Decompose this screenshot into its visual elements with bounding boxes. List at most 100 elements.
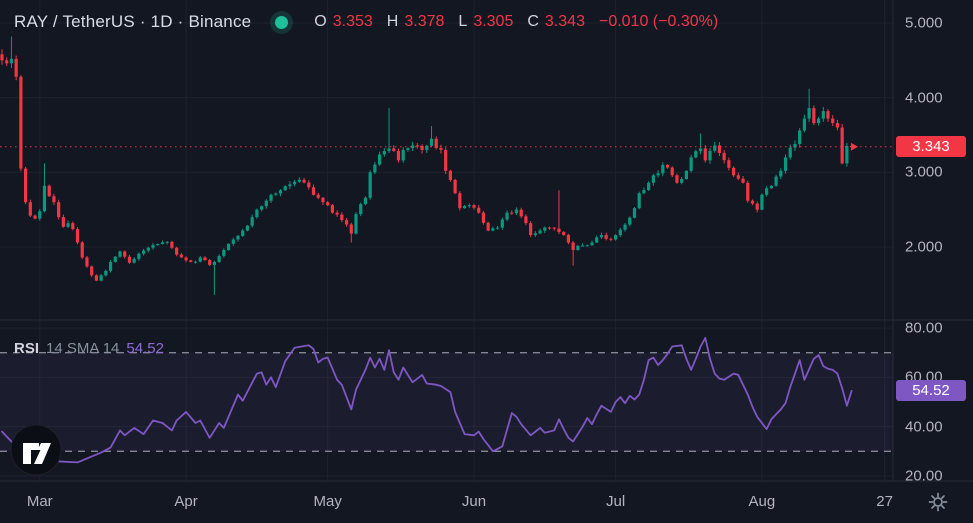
candle[interactable]	[458, 193, 461, 208]
candle[interactable]	[293, 182, 296, 185]
candle[interactable]	[708, 151, 711, 161]
rsi-indicator-label[interactable]: RSI 14 SMA 14 54.52	[14, 340, 164, 357]
candle[interactable]	[15, 59, 18, 77]
candle[interactable]	[350, 224, 353, 233]
candle[interactable]	[741, 179, 744, 183]
candle[interactable]	[128, 257, 131, 263]
candle[interactable]	[387, 148, 390, 151]
candle[interactable]	[439, 148, 442, 150]
candle[interactable]	[463, 206, 466, 208]
candle[interactable]	[340, 215, 343, 221]
candle[interactable]	[557, 229, 560, 232]
candle[interactable]	[312, 187, 315, 195]
candle[interactable]	[317, 195, 320, 198]
candle[interactable]	[699, 148, 702, 151]
candle[interactable]	[175, 248, 178, 255]
candle[interactable]	[29, 202, 32, 215]
candle[interactable]	[619, 230, 622, 235]
candle[interactable]	[326, 202, 329, 205]
candle[interactable]	[90, 266, 93, 275]
candle[interactable]	[81, 243, 84, 258]
candle[interactable]	[680, 179, 683, 183]
candle[interactable]	[260, 206, 263, 209]
candle[interactable]	[48, 186, 51, 196]
candle[interactable]	[538, 231, 541, 234]
candle[interactable]	[208, 260, 211, 265]
candle[interactable]	[468, 205, 471, 206]
candle[interactable]	[779, 171, 782, 177]
candle[interactable]	[770, 186, 773, 188]
candle[interactable]	[746, 183, 749, 201]
candle[interactable]	[71, 223, 74, 229]
candle[interactable]	[392, 148, 395, 151]
candle[interactable]	[133, 259, 136, 263]
candle[interactable]	[180, 255, 183, 258]
candle[interactable]	[104, 271, 107, 275]
candle[interactable]	[269, 195, 272, 201]
candle[interactable]	[255, 210, 258, 217]
candle[interactable]	[704, 148, 707, 160]
candle[interactable]	[142, 250, 145, 253]
candle[interactable]	[572, 243, 575, 250]
candle[interactable]	[789, 148, 792, 158]
candle[interactable]	[279, 190, 282, 193]
candle[interactable]	[685, 171, 688, 179]
candle[interactable]	[151, 245, 154, 248]
candle[interactable]	[170, 242, 173, 248]
candle[interactable]	[638, 193, 641, 208]
candle[interactable]	[85, 257, 88, 266]
candle[interactable]	[454, 180, 457, 193]
candle[interactable]	[402, 150, 405, 160]
candle[interactable]	[203, 257, 206, 260]
candle[interactable]	[43, 186, 46, 211]
tradingview-logo[interactable]	[10, 424, 62, 476]
candle[interactable]	[543, 228, 546, 231]
candle[interactable]	[600, 235, 603, 237]
candle[interactable]	[524, 216, 527, 223]
candle[interactable]	[222, 250, 225, 256]
candle[interactable]	[656, 173, 659, 175]
candle[interactable]	[38, 211, 41, 218]
candle[interactable]	[803, 119, 806, 131]
candle[interactable]	[298, 180, 301, 182]
candle[interactable]	[284, 186, 287, 190]
candle[interactable]	[841, 128, 844, 164]
candle[interactable]	[529, 223, 532, 235]
candle[interactable]	[189, 260, 192, 262]
candle[interactable]	[812, 108, 815, 123]
candle[interactable]	[232, 240, 235, 244]
candle[interactable]	[302, 180, 305, 183]
candle[interactable]	[321, 198, 324, 202]
candle[interactable]	[331, 205, 334, 212]
candle[interactable]	[487, 223, 490, 231]
candle[interactable]	[411, 145, 414, 148]
candle[interactable]	[378, 154, 381, 164]
candle[interactable]	[671, 168, 674, 176]
candle[interactable]	[19, 77, 22, 169]
candle[interactable]	[510, 213, 513, 214]
candle[interactable]	[472, 205, 475, 208]
candle[interactable]	[156, 244, 159, 245]
candle[interactable]	[609, 239, 612, 240]
symbol-title[interactable]: RAY / TetherUS · 1D · Binance	[14, 12, 251, 32]
candle[interactable]	[369, 172, 372, 197]
candle[interactable]	[100, 275, 103, 280]
candle[interactable]	[826, 111, 829, 118]
candle[interactable]	[822, 111, 825, 118]
candle[interactable]	[354, 214, 357, 233]
candle[interactable]	[633, 208, 636, 218]
candle[interactable]	[430, 139, 433, 146]
candle[interactable]	[24, 169, 27, 203]
candle[interactable]	[161, 242, 164, 244]
candle[interactable]	[274, 193, 277, 194]
candle[interactable]	[114, 257, 117, 262]
candle[interactable]	[808, 108, 811, 118]
candle[interactable]	[515, 210, 518, 213]
candle[interactable]	[586, 245, 589, 246]
candle[interactable]	[52, 196, 55, 202]
candle[interactable]	[675, 175, 678, 182]
candle[interactable]	[336, 213, 339, 215]
candle[interactable]	[760, 195, 763, 210]
candle[interactable]	[95, 275, 98, 280]
candle[interactable]	[218, 256, 221, 262]
